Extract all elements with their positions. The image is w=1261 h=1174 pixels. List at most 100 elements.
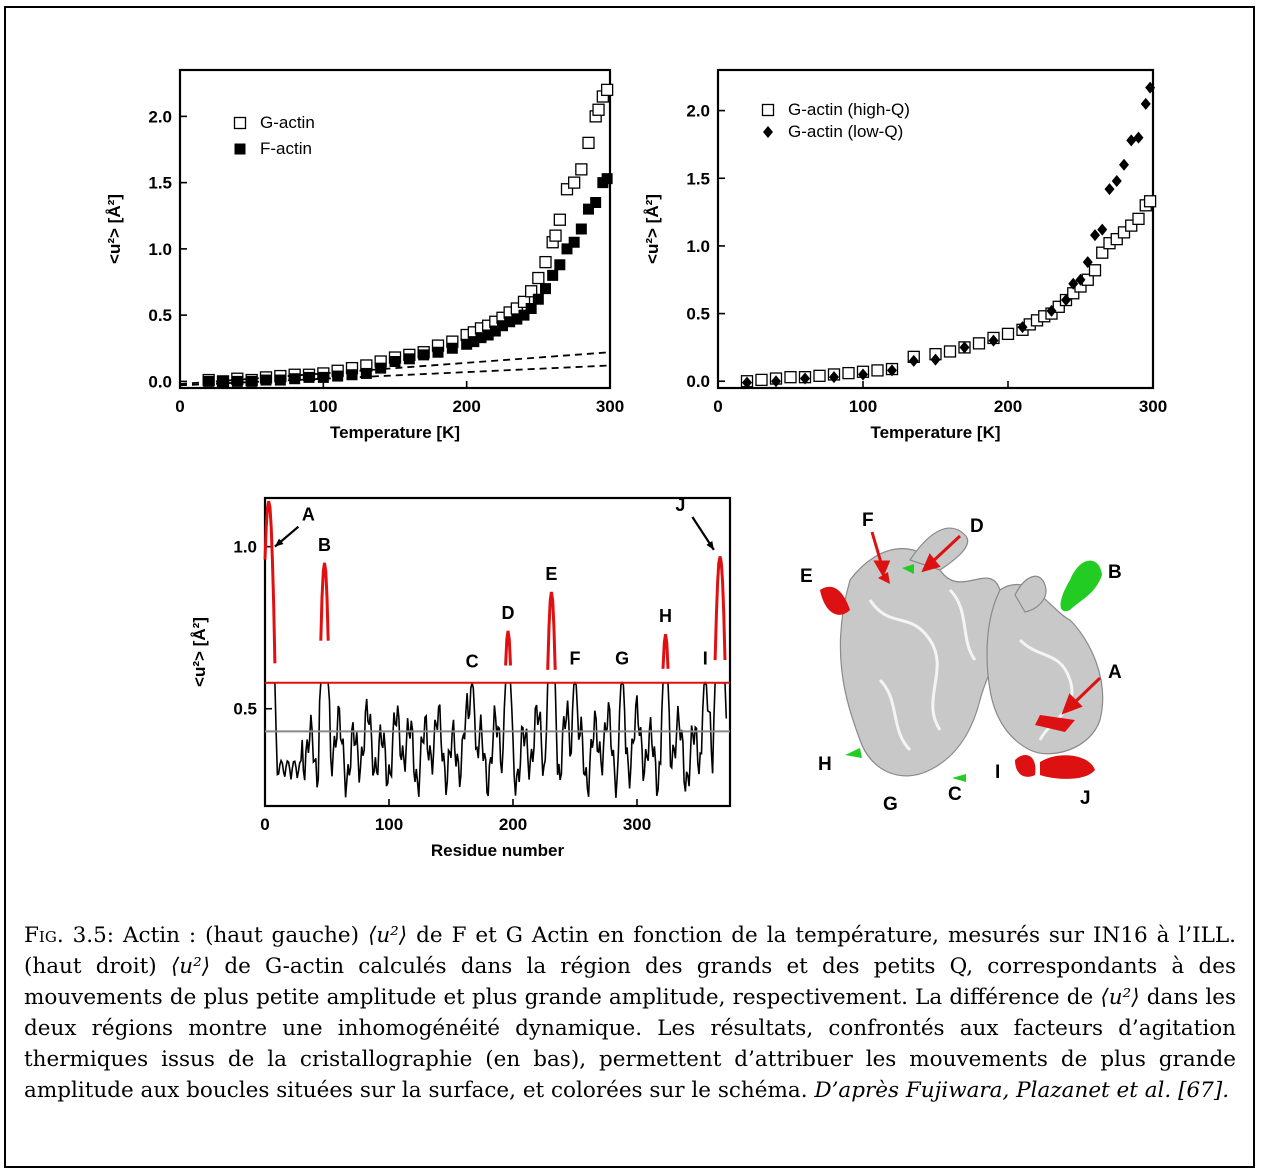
chart2-x-tick-label: 0: [713, 397, 722, 416]
chart1-point-f-actin: [590, 197, 602, 208]
chart1-y-tick-label: 0.5: [148, 306, 172, 325]
chart3-peak-label-j: J: [675, 495, 685, 515]
chart2-point-high-q: [813, 369, 826, 382]
chart1-point-f-actin: [525, 303, 537, 314]
caption-part-2: de F et G Actin en fonction de la tempér…: [24, 923, 1236, 979]
protein-label-e: E: [800, 566, 813, 587]
chart1-y-tick-label: 2.0: [148, 107, 172, 126]
chart2-y-tick-label: 1.0: [686, 237, 710, 256]
chart1-point-f-actin: [274, 374, 286, 386]
figure-frame: [4, 6, 1255, 1168]
chart1-point-f-actin: [575, 223, 587, 235]
chart1-point-f-actin: [389, 356, 401, 367]
loop-a-red: [1035, 715, 1075, 732]
chart2-legend-label: G-actin (low-Q): [788, 122, 903, 141]
chart2-point-low-q: [959, 341, 970, 354]
chart2-y-tick-label: 1.5: [686, 169, 710, 188]
chart2-point-low-q: [1140, 97, 1151, 110]
chart1-point-g-actin: [560, 183, 574, 196]
chart1-point-f-actin: [231, 375, 243, 387]
loop-e-red: [820, 586, 850, 615]
chart2-point-high-q: [972, 337, 986, 350]
chart1-point-f-actin: [360, 367, 372, 379]
chart-residue-number: 0 100 200 300 0.5 1.0 Residue number <u²> [Å²] A…: [190, 495, 732, 860]
chart2-point-high-q: [1125, 219, 1138, 232]
chart1-y-tick-label: 1.0: [148, 240, 172, 259]
chart1-point-f-actin: [468, 336, 480, 348]
chart3-peak-label-i: I: [703, 648, 708, 668]
chart2-y-tick-label: 0.0: [686, 372, 710, 391]
chart1-point-f-actin: [432, 346, 444, 358]
chart1-legend-label: F-actin: [260, 139, 312, 158]
chart1-point-g-actin: [592, 103, 605, 116]
chart1-point-g-actin: [575, 163, 588, 176]
chart2-point-low-q: [1068, 277, 1079, 290]
chart2-point-low-q: [1119, 158, 1129, 171]
chart2-point-high-q: [1110, 232, 1123, 246]
chart3-profile-line: [265, 681, 728, 798]
loop-f-red: [878, 572, 890, 584]
caption-part-3: de G-actin calculés dans la région des g…: [24, 954, 1236, 1010]
protein-label-a: A: [1108, 662, 1122, 683]
loop-d-green: [902, 564, 914, 574]
chart2-point-low-q: [1090, 229, 1100, 242]
chart3-plot-frame: [263, 496, 732, 808]
red-arrows: [870, 531, 1102, 715]
chart1-point-g-actin: [539, 255, 552, 269]
chart1-point-f-actin: [303, 371, 315, 383]
chart2-x-axis-label: Temperature [K]: [870, 423, 1000, 442]
chart3-arrowhead-j: [706, 541, 714, 550]
caption-citation: D’après Fujiwara, Plazanet et al. [67].: [814, 1078, 1230, 1103]
chart1-point-f-actin: [375, 362, 387, 374]
chart2-point-low-q: [1082, 256, 1093, 269]
chart1-point-f-actin: [561, 243, 573, 255]
chart2-point-low-q: [1111, 174, 1122, 187]
chart2-point-low-q: [1061, 294, 1071, 307]
chart1-point-f-actin: [540, 283, 551, 295]
chart1-legend-label: G-actin: [260, 113, 315, 132]
caption-symbol-2: ⟨u²⟩: [170, 954, 211, 979]
chart2-point-low-q: [1046, 304, 1057, 317]
chart3-y-tick-label: 1.0: [233, 538, 257, 557]
chart1-legend-marker: [233, 116, 247, 130]
chart3-peak-label-f: F: [570, 648, 581, 668]
chart-temperature-high-low-q: 0 100 200 300 0.0 0.5 1.0 1.5 2.0 Temperature [K]…: [643, 68, 1167, 442]
chart1-point-f-actin: [446, 342, 458, 354]
chart2-point-low-q: [988, 334, 999, 347]
chart1-y-tick-label: 0.0: [148, 372, 172, 391]
chart2-y-axis-label: <u²> [Å²]: [643, 194, 662, 264]
chart1-point-f-actin: [346, 369, 358, 381]
actin-structure-illustration: A B C D E F G H I J: [800, 510, 1122, 815]
chart1-point-f-actin: [246, 375, 258, 387]
protein-label-f: F: [862, 510, 874, 531]
loop-h-green: [845, 748, 862, 758]
chart1-point-f-actin: [601, 173, 613, 185]
chart2-point-low-q: [771, 375, 781, 388]
chart1-point-f-actin: [532, 293, 544, 305]
chart2-point-low-q: [829, 371, 839, 384]
chart1-point-f-actin: [583, 203, 594, 215]
chart3-peak-label-c: C: [466, 652, 479, 672]
chart2-point-high-q: [1096, 246, 1109, 259]
protein-label-i: I: [995, 762, 1000, 783]
chart2-point-low-q: [1097, 223, 1108, 236]
caption-label: Fig. 3.5:: [24, 923, 115, 948]
chart1-point-f-actin: [497, 320, 508, 332]
chart3-peak-label-d: D: [502, 603, 515, 623]
loop-i-red: [1015, 755, 1036, 777]
chart-temperature-f-g-actin: 0 100 200 300 0.0 0.5 1.0 1.5 2.0 Temperature [K]…: [105, 68, 624, 442]
chart2-point-high-q: [1052, 300, 1065, 313]
chart3-y-axis-label: <u²> [Å²]: [190, 617, 209, 687]
chart2-point-low-q: [858, 368, 868, 381]
chart2-point-high-q: [1143, 195, 1157, 208]
caption-part-4: dans les deux régions montre une inhomog…: [24, 985, 1236, 1103]
chart2-point-high-q: [755, 373, 768, 387]
caption-part-1: Actin : (haut gauche): [123, 923, 368, 948]
protein-label-j: J: [1080, 788, 1091, 809]
chart3-x-tick-label: 300: [623, 815, 651, 834]
chart3-peak-label-g: G: [615, 648, 629, 668]
chart3-peak-label-a: A: [302, 505, 315, 525]
chart1-point-f-actin: [203, 375, 215, 387]
chart1-plot-frame: [178, 68, 612, 390]
protein-label-h: H: [818, 754, 832, 775]
